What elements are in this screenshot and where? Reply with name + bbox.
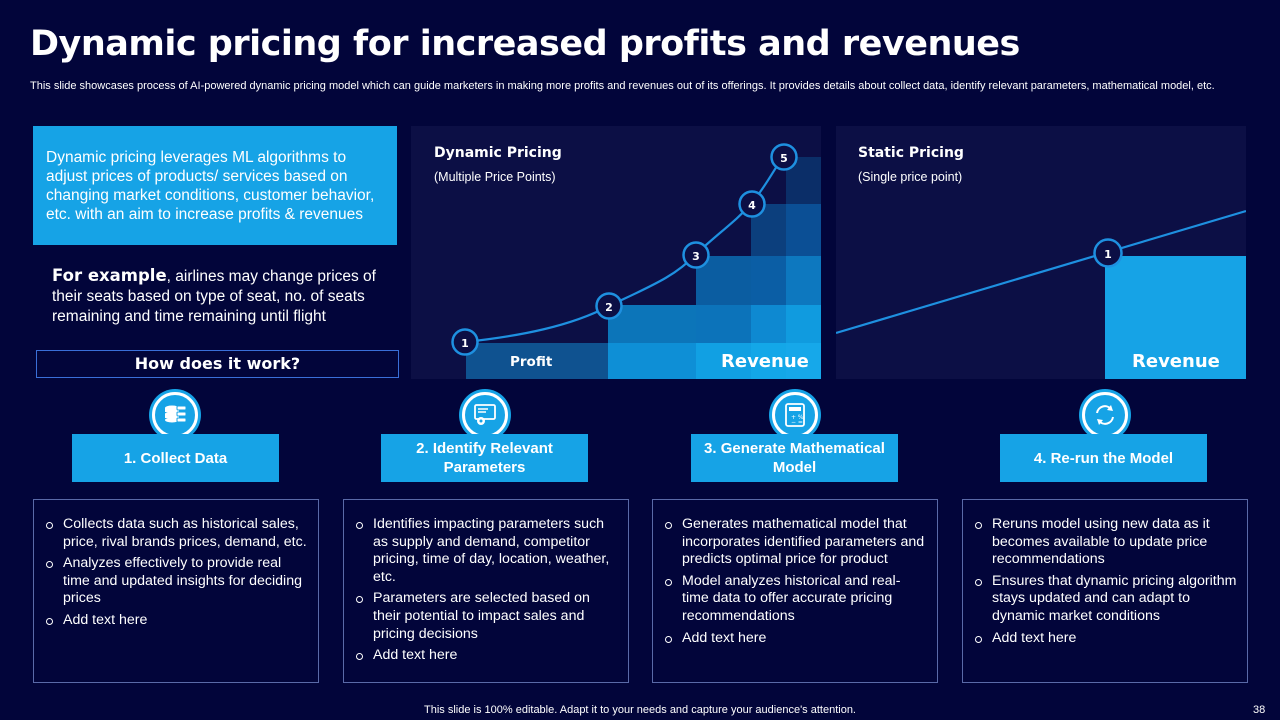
static-price-point-label: 1 [1104, 248, 1112, 261]
list-item: Collects data such as historical sales, … [44, 516, 308, 551]
list-item: Model analyzes historical and real-time … [663, 573, 927, 626]
list-item: Analyzes effectively to provide real tim… [44, 555, 308, 608]
slide-subtitle: This slide showcases process of AI-power… [30, 80, 1215, 92]
grid-cell [751, 343, 786, 379]
list-item: Reruns model using new data as it become… [973, 516, 1237, 569]
svg-text:− =: − = [791, 419, 803, 426]
grid-cell [696, 305, 751, 343]
dynamic-pricing-panel: 1 2 3 4 5 Profit Revenue Dynamic Pricing… [411, 126, 821, 379]
static-price-point [1093, 238, 1123, 268]
price-point-2 [595, 292, 623, 320]
list-item: Parameters are selected based on their p… [354, 590, 618, 643]
price-point-4 [738, 190, 766, 218]
step-2-label: 2. Identify Relevant Parameters [381, 434, 588, 482]
list-item: Add text here [354, 647, 618, 665]
step-2-card: Identifies impacting parameters such as … [343, 499, 629, 683]
price-point-1 [451, 328, 479, 356]
grid-cell [608, 343, 696, 379]
price-point-label-2: 2 [605, 301, 613, 314]
example-text: For example, airlines may change prices … [52, 266, 397, 327]
price-point-label-5: 5 [780, 152, 788, 165]
how-it-works-header: How does it work? [36, 350, 399, 378]
calculator-icon: + % − = [772, 392, 818, 438]
price-point-3 [682, 241, 710, 269]
page-number: 38 [1253, 704, 1266, 716]
grid-cell [786, 256, 821, 305]
intro-box: Dynamic pricing leverages ML algorithms … [33, 126, 397, 245]
dynamic-revenue-label: Revenue [721, 351, 809, 372]
dynamic-pricing-subtitle: (Multiple Price Points) [434, 170, 556, 184]
grid-cell [751, 256, 786, 305]
step-3-label: 3. Generate Mathematical Model [691, 434, 898, 482]
svg-text:+ %: + % [791, 414, 804, 421]
dynamic-pricing-graphic: 1 2 3 4 5 Profit Revenue [451, 143, 821, 379]
dynamic-pricing-title: Dynamic Pricing [434, 145, 562, 161]
static-pricing-panel: 1 Revenue Static Pricing (Single price p… [836, 126, 1246, 379]
example-body: , airlines may change prices of their se… [52, 268, 376, 325]
refresh-icon [1082, 392, 1128, 438]
step-4-card: Reruns model using new data as it become… [962, 499, 1248, 683]
slide-title: Dynamic pricing for increased profits an… [30, 24, 1020, 64]
static-pricing-title: Static Pricing [858, 145, 964, 161]
grid-cell [786, 343, 821, 379]
grid-cell [696, 343, 751, 379]
list-item: Identifies impacting parameters such as … [354, 516, 618, 586]
example-lead: For example [52, 266, 167, 285]
grid-cell [786, 305, 821, 343]
price-point-label-3: 3 [692, 250, 700, 263]
list-item: Add text here [44, 612, 308, 630]
list-item: Generates mathematical model that incorp… [663, 516, 927, 569]
grid-cell [786, 204, 821, 256]
list-item: Ensures that dynamic pricing algorithm s… [973, 573, 1237, 626]
static-pricing-subtitle: (Single price point) [858, 170, 963, 184]
grid-cell [751, 305, 786, 343]
static-price-line [836, 209, 1246, 335]
step-3-card: Generates mathematical model that incorp… [652, 499, 938, 683]
step-4-label: 4. Re-run the Model [1000, 434, 1207, 482]
price-point-5 [770, 143, 798, 171]
list-item: Add text here [973, 630, 1237, 648]
step-1-card: Collects data such as historical sales, … [33, 499, 319, 683]
settings-monitor-icon [462, 392, 508, 438]
profit-label: Profit [510, 354, 553, 370]
price-point-label-1: 1 [461, 337, 469, 350]
footer-note: This slide is 100% editable. Adapt it to… [424, 704, 856, 716]
database-icon [152, 392, 198, 438]
static-revenue-block [1105, 256, 1246, 379]
static-revenue-label: Revenue [1132, 351, 1220, 372]
static-pricing-graphic: 1 Revenue [836, 209, 1246, 379]
profit-block [466, 343, 608, 379]
list-item: Add text here [663, 630, 927, 648]
price-point-label-4: 4 [748, 199, 756, 212]
step-1-label: 1. Collect Data [72, 434, 279, 482]
